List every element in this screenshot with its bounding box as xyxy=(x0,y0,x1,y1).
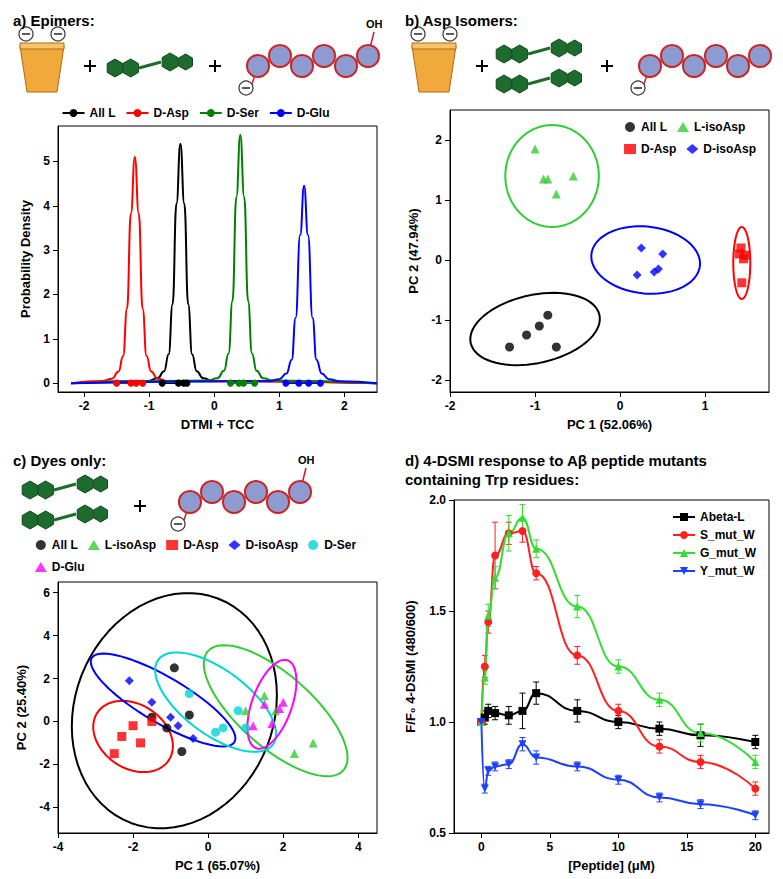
svg-text:1: 1 xyxy=(435,193,442,207)
svg-text:c) Dyes only:: c) Dyes only: xyxy=(13,452,106,469)
svg-text:0: 0 xyxy=(435,253,442,267)
svg-text:containing Trp residues:: containing Trp residues: xyxy=(405,471,579,488)
svg-text:5: 5 xyxy=(43,154,50,168)
svg-text:G_mut_W: G_mut_W xyxy=(700,546,757,560)
svg-text:-2: -2 xyxy=(431,373,442,387)
svg-text:D-Ser: D-Ser xyxy=(324,538,356,552)
svg-text:OH: OH xyxy=(366,18,383,30)
svg-text:b) Asp Isomers:: b) Asp Isomers: xyxy=(405,12,518,29)
svg-text:0: 0 xyxy=(205,840,212,854)
svg-text:-2: -2 xyxy=(128,840,139,854)
svg-text:DTMI + TCC: DTMI + TCC xyxy=(181,417,255,432)
svg-text:2: 2 xyxy=(435,133,442,147)
svg-text:20: 20 xyxy=(749,840,763,854)
svg-text:-1: -1 xyxy=(431,313,442,327)
svg-text:L-isoAsp: L-isoAsp xyxy=(694,120,745,134)
svg-text:-4: -4 xyxy=(39,800,50,814)
svg-text:0: 0 xyxy=(617,399,624,413)
svg-text:d) 4-DSMI response to Aβ pepti: d) 4-DSMI response to Aβ peptide mutants xyxy=(405,452,707,469)
svg-text:4: 4 xyxy=(43,629,50,643)
svg-text:-4: -4 xyxy=(53,840,64,854)
svg-text:Probability Density: Probability Density xyxy=(18,199,33,318)
svg-text:D-isoAsp: D-isoAsp xyxy=(703,142,756,156)
svg-text:4: 4 xyxy=(43,199,50,213)
svg-text:0: 0 xyxy=(43,714,50,728)
svg-text:0.5: 0.5 xyxy=(429,826,446,840)
svg-text:-1: -1 xyxy=(530,399,541,413)
svg-text:6: 6 xyxy=(43,586,50,600)
svg-text:2.0: 2.0 xyxy=(429,493,446,507)
svg-text:All L: All L xyxy=(641,120,667,134)
svg-text:2: 2 xyxy=(341,399,348,413)
svg-text:PC 1 (52.06%): PC 1 (52.06%) xyxy=(567,417,652,432)
svg-text:PC 2 (25.40%): PC 2 (25.40%) xyxy=(14,665,29,750)
svg-text:2: 2 xyxy=(43,287,50,301)
svg-text:D-Asp: D-Asp xyxy=(183,538,218,552)
svg-text:1: 1 xyxy=(43,332,50,346)
svg-text:-2: -2 xyxy=(39,757,50,771)
svg-text:L-isoAsp: L-isoAsp xyxy=(105,538,156,552)
svg-text:a) Epimers:: a) Epimers: xyxy=(13,12,95,29)
svg-text:2: 2 xyxy=(280,840,287,854)
svg-text:0: 0 xyxy=(43,376,50,390)
svg-text:S_mut_W: S_mut_W xyxy=(700,528,755,542)
svg-text:15: 15 xyxy=(680,840,694,854)
svg-text:D-Glu: D-Glu xyxy=(297,106,330,120)
svg-text:F/F₀ 4-DSMI (480/600): F/F₀ 4-DSMI (480/600) xyxy=(403,600,418,732)
svg-text:1: 1 xyxy=(702,399,709,413)
svg-text:3: 3 xyxy=(43,243,50,257)
svg-text:1: 1 xyxy=(276,399,283,413)
svg-text:4: 4 xyxy=(355,840,362,854)
svg-text:1.0: 1.0 xyxy=(429,715,446,729)
svg-text:Y_mut_W: Y_mut_W xyxy=(700,564,755,578)
svg-text:10: 10 xyxy=(612,840,626,854)
svg-text:All L: All L xyxy=(52,538,78,552)
svg-text:-1: -1 xyxy=(144,399,155,413)
svg-text:PC 1 (65.07%): PC 1 (65.07%) xyxy=(175,858,260,873)
svg-text:D-isoAsp: D-isoAsp xyxy=(245,538,298,552)
svg-text:1.5: 1.5 xyxy=(429,604,446,618)
svg-text:D-Glu: D-Glu xyxy=(52,560,85,574)
svg-text:-2: -2 xyxy=(79,399,90,413)
svg-text:D-Ser: D-Ser xyxy=(227,106,259,120)
svg-text:OH: OH xyxy=(298,454,315,466)
svg-text:All L: All L xyxy=(90,106,116,120)
svg-text:D-Asp: D-Asp xyxy=(153,106,188,120)
svg-text:0: 0 xyxy=(211,399,218,413)
svg-text:Abeta-L: Abeta-L xyxy=(700,510,745,524)
svg-text:0: 0 xyxy=(478,840,485,854)
svg-text:PC 2 (47.94%): PC 2 (47.94%) xyxy=(406,208,421,293)
svg-text:-2: -2 xyxy=(445,399,456,413)
svg-text:5: 5 xyxy=(547,840,554,854)
svg-text:[Peptide] (μM): [Peptide] (μM) xyxy=(568,858,655,873)
svg-text:2: 2 xyxy=(43,672,50,686)
svg-text:D-Asp: D-Asp xyxy=(641,142,676,156)
